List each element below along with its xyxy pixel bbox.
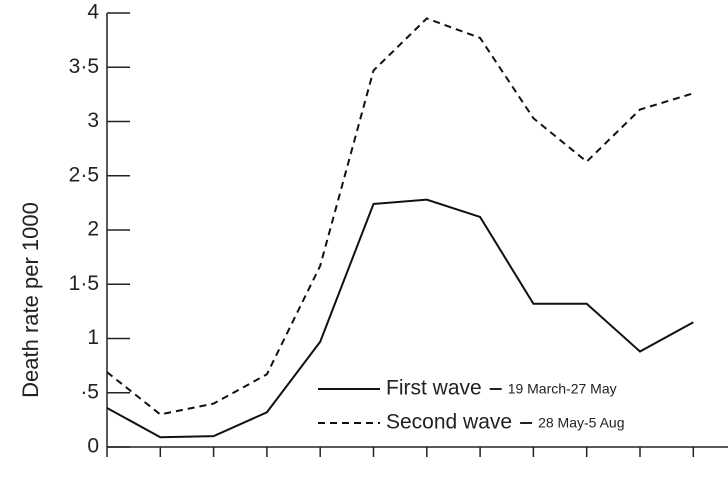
y-tick-label: 0 (87, 435, 99, 458)
y-tick-label: 3·5 (69, 55, 99, 78)
y-tick-label: 2·5 (69, 163, 99, 186)
y-tick-label: 4 (87, 1, 99, 24)
legend-label: Second wave (386, 411, 512, 434)
y-tick-label: 1 (87, 326, 99, 349)
y-tick-label: 1·5 (69, 272, 99, 295)
y-tick-label: 2 (87, 218, 99, 241)
y-tick-label: 3 (87, 109, 99, 132)
y-tick-label: ·5 (80, 380, 99, 403)
legend-period: 19 March-27 May (508, 381, 617, 397)
y-axis-label: Death rate per 1000 (18, 202, 43, 398)
series-line (106, 17, 694, 416)
legend-period: 28 May-5 Aug (538, 415, 624, 431)
legend-label: First wave (386, 377, 482, 400)
series-line (106, 198, 694, 439)
